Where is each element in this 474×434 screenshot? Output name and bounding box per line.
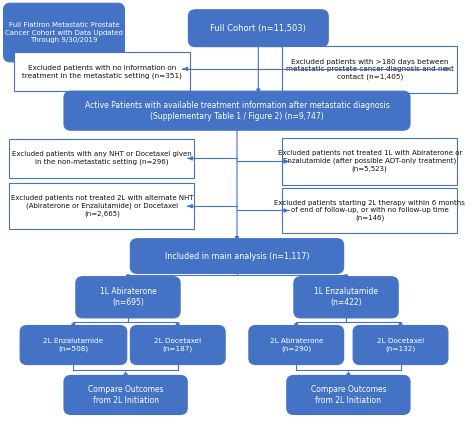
FancyBboxPatch shape — [294, 277, 398, 318]
Text: Excluded patients starting 2L therapy within 6 months
of end of follow-up, or wi: Excluded patients starting 2L therapy wi… — [274, 200, 465, 221]
FancyBboxPatch shape — [189, 10, 328, 46]
FancyBboxPatch shape — [130, 326, 225, 365]
Text: Active Patients with available treatment information after metastatic diagnosis
: Active Patients with available treatment… — [85, 101, 389, 121]
Text: Full Flatiron Metastatic Prostate
Cancer Cohort with Data Updated
Through 9/30/2: Full Flatiron Metastatic Prostate Cancer… — [5, 22, 123, 43]
FancyBboxPatch shape — [282, 46, 457, 93]
Text: 2L Docetaxel
(n=187): 2L Docetaxel (n=187) — [154, 338, 201, 352]
Text: 2L Abiraterone
(n=290): 2L Abiraterone (n=290) — [270, 338, 323, 352]
FancyBboxPatch shape — [9, 139, 194, 178]
FancyBboxPatch shape — [287, 375, 410, 414]
FancyBboxPatch shape — [4, 3, 124, 62]
FancyBboxPatch shape — [76, 277, 180, 318]
FancyBboxPatch shape — [282, 138, 457, 185]
FancyBboxPatch shape — [9, 183, 194, 229]
Text: Excluded patients with >180 days between
metastatic prostate cancer diagnosis an: Excluded patients with >180 days between… — [286, 59, 454, 80]
Text: 1L Enzalutamide
(n=422): 1L Enzalutamide (n=422) — [314, 287, 378, 307]
FancyBboxPatch shape — [282, 187, 457, 233]
Text: 2L Docetaxel
(n=132): 2L Docetaxel (n=132) — [377, 338, 424, 352]
Text: Excluded patients with any NHT or Docetaxel given
in the non-metastatic setting : Excluded patients with any NHT or Doceta… — [12, 151, 192, 165]
FancyBboxPatch shape — [64, 91, 410, 130]
FancyBboxPatch shape — [353, 326, 448, 365]
Text: 2L Enzalutamide
(n=508): 2L Enzalutamide (n=508) — [44, 338, 103, 352]
Text: Compare Outcomes
from 2L Initiation: Compare Outcomes from 2L Initiation — [310, 385, 386, 405]
FancyBboxPatch shape — [14, 52, 190, 91]
Text: Excluded patients not treated 1L with Abiraterone or
Enzalutamide (after possibl: Excluded patients not treated 1L with Ab… — [278, 151, 462, 172]
FancyBboxPatch shape — [249, 326, 344, 365]
Text: Full Cohort (n=11,503): Full Cohort (n=11,503) — [210, 24, 306, 33]
Text: Compare Outcomes
from 2L Initiation: Compare Outcomes from 2L Initiation — [88, 385, 164, 405]
Text: 1L Abiraterone
(n=695): 1L Abiraterone (n=695) — [100, 287, 156, 307]
Text: Excluded patients not treated 2L with alternate NHT
(Abiraterone or Enzalutamide: Excluded patients not treated 2L with al… — [10, 195, 193, 217]
Text: Excluded patients with no information on
treatment in the metastatic setting (n=: Excluded patients with no information on… — [22, 65, 182, 79]
FancyBboxPatch shape — [20, 326, 127, 365]
FancyBboxPatch shape — [64, 375, 187, 414]
FancyBboxPatch shape — [130, 239, 344, 273]
Text: Included in main analysis (n=1,117): Included in main analysis (n=1,117) — [164, 252, 310, 260]
